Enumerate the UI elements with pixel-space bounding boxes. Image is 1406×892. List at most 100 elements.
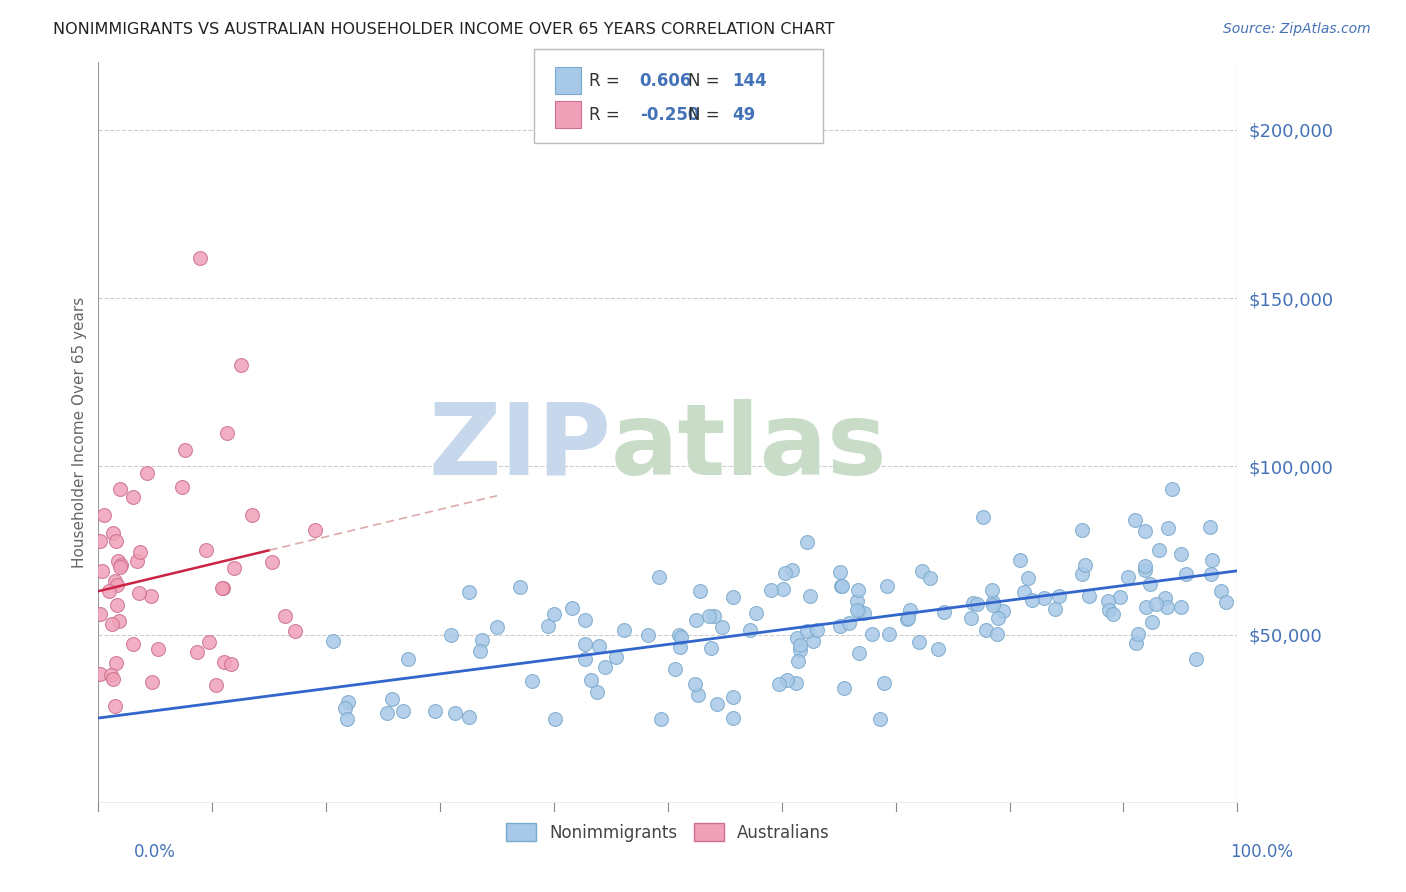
Point [1032, 591, 1054, 605]
Point [1135, 599, 1157, 614]
Point [860, 627, 883, 641]
Text: NONIMMIGRANTS VS AUSTRALIAN HOUSEHOLDER INCOME OVER 65 YEARS CORRELATION CHART: NONIMMIGRANTS VS AUSTRALIAN HOUSEHOLDER … [53, 22, 835, 37]
Point [1108, 590, 1130, 604]
Point [128, 586, 150, 600]
Point [89, 666, 111, 681]
Point [648, 570, 671, 584]
Point [127, 553, 149, 567]
Point [796, 535, 818, 549]
Point [219, 657, 242, 672]
Point [974, 623, 997, 637]
Point [966, 597, 988, 611]
Point [1123, 513, 1146, 527]
Point [105, 598, 128, 612]
Point [1133, 563, 1156, 577]
Point [1199, 566, 1222, 581]
Point [721, 711, 744, 725]
Point [806, 623, 828, 637]
Point [759, 582, 782, 597]
Point [697, 608, 720, 623]
Point [845, 603, 868, 617]
Point [322, 634, 344, 648]
Point [1126, 626, 1149, 640]
Point [93, 508, 115, 522]
Point [991, 604, 1014, 618]
Point [90, 565, 112, 579]
Point [869, 712, 891, 726]
Point [1070, 566, 1092, 581]
Point [876, 579, 898, 593]
Point [205, 678, 228, 692]
Point [444, 706, 467, 720]
Text: 100.0%: 100.0% [1230, 843, 1294, 861]
Point [391, 704, 413, 718]
Point [669, 640, 692, 655]
Text: 0.0%: 0.0% [134, 843, 176, 861]
Point [721, 590, 744, 604]
Point [194, 542, 217, 557]
Point [396, 652, 419, 666]
Point [703, 608, 725, 623]
Point [240, 508, 263, 522]
Point [146, 642, 169, 657]
Point [981, 598, 1004, 612]
Point [776, 673, 799, 687]
Text: ZIP: ZIP [427, 399, 612, 496]
Point [333, 701, 356, 715]
Point [593, 660, 616, 674]
Point [110, 558, 132, 573]
Text: 144: 144 [733, 71, 768, 89]
Point [907, 634, 929, 648]
Point [101, 616, 124, 631]
Point [1198, 520, 1220, 534]
Point [1144, 597, 1167, 611]
Point [262, 555, 284, 569]
Point [706, 697, 728, 711]
Text: atlas: atlas [612, 399, 887, 496]
Point [522, 674, 544, 689]
Point [104, 699, 127, 714]
Point [1157, 521, 1180, 535]
Point [217, 425, 239, 440]
Point [789, 642, 811, 657]
Point [832, 681, 855, 696]
Point [773, 566, 796, 580]
Point [1170, 547, 1192, 561]
Point [787, 654, 810, 668]
Point [1154, 591, 1177, 605]
Point [877, 626, 900, 640]
Point [1078, 589, 1101, 603]
Point [1047, 589, 1070, 603]
Point [1073, 558, 1095, 572]
Point [588, 639, 610, 653]
Point [848, 582, 870, 597]
Point [664, 662, 686, 676]
Point [1139, 577, 1161, 591]
Point [799, 589, 821, 603]
Point [1071, 523, 1094, 537]
Point [848, 646, 870, 660]
Point [284, 624, 307, 638]
Point [1043, 602, 1066, 616]
Point [581, 673, 603, 687]
Text: R =: R = [589, 71, 626, 89]
Text: -0.250: -0.250 [640, 105, 699, 123]
Point [683, 677, 706, 691]
Point [1133, 559, 1156, 574]
Point [1102, 607, 1125, 621]
Point [801, 634, 824, 648]
Point [772, 582, 794, 596]
Point [543, 607, 565, 622]
Point [700, 641, 723, 656]
Point [186, 645, 208, 659]
Point [918, 571, 941, 585]
Point [170, 480, 193, 494]
Point [97, 583, 120, 598]
Point [668, 628, 690, 642]
Point [669, 630, 692, 644]
Point [457, 584, 479, 599]
Point [848, 604, 870, 618]
Text: 49: 49 [733, 105, 756, 123]
Point [780, 563, 803, 577]
Point [613, 623, 636, 637]
